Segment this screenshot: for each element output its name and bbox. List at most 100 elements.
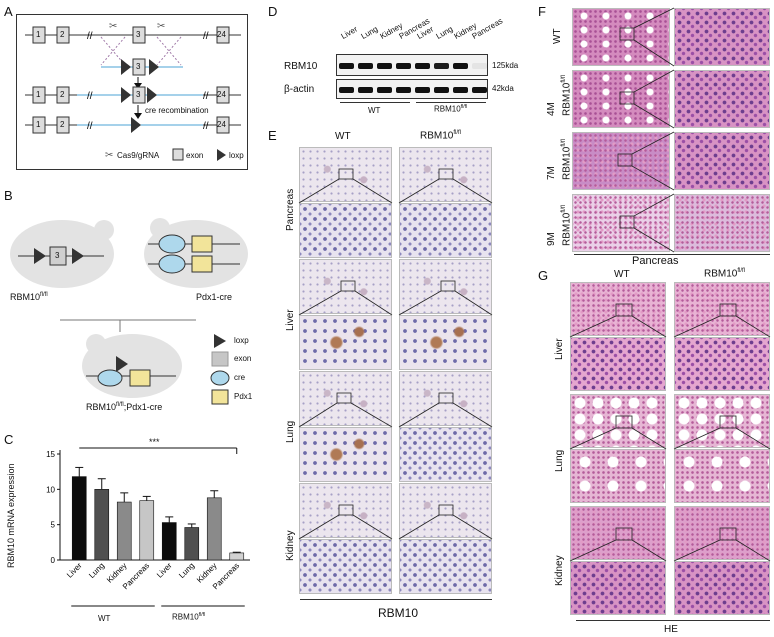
exon-label-2: 2: [60, 30, 65, 39]
f-zoom-lines: [617, 7, 675, 253]
he-liver-wt-low: [570, 282, 666, 336]
bar-1: [94, 489, 110, 561]
he-kidney-wt-high: [570, 561, 666, 615]
ihc-lung-ko-low: [399, 371, 492, 426]
x-tick-label-0: Liver: [65, 561, 84, 580]
cre-recombination-label: cre recombination: [145, 106, 209, 115]
mouse3-sup: fl/fl: [116, 402, 124, 408]
y-tick-label: 15: [46, 450, 55, 459]
mouse-rbm10-pdx1-cre: RBM10fl/fl;Pdx1-cre: [86, 402, 162, 412]
blot-band-rbm10: [336, 54, 488, 76]
he-f-wt-low: [572, 8, 670, 66]
y-tick-label: 10: [46, 485, 55, 494]
exon-label-2: 2: [60, 90, 65, 99]
ihc-liver-ko-high: [399, 315, 492, 370]
exon-label-1: 1: [36, 90, 41, 99]
blot-row-rbm10: RBM10: [284, 61, 318, 72]
mouse3-name: RBM10: [86, 402, 117, 412]
rbm10-band-4: [415, 63, 430, 69]
he-col-ko-sup: fl/fl: [737, 268, 746, 274]
ihc-kidney-ko-low: [399, 483, 492, 538]
actin-band-1: [358, 87, 373, 93]
bar-7: [229, 552, 245, 561]
svg-text://: //: [87, 31, 93, 42]
significance-marker: ***: [149, 437, 160, 447]
blot-band-actin: [336, 79, 488, 99]
rbm10-band-2: [377, 63, 392, 69]
svg-text://: //: [87, 121, 93, 132]
actin-band-7: [472, 87, 487, 93]
gene-targeting-diagram: // // ✂ ✂ // //: [16, 14, 248, 170]
ihc-col-wt: WT: [335, 131, 351, 142]
ihc-col-ko-name: RBM10: [420, 130, 454, 142]
bar-3: [139, 500, 155, 561]
legend-loxp: loxp: [229, 151, 244, 160]
breeding-diagram: 3 RBM10fl/fl Pdx1-cre RBM10fl/fl;Pdx1-cr…: [0, 196, 260, 416]
kda-label-125: 125kda: [492, 61, 519, 70]
g-zoom-lines: [569, 303, 771, 562]
bar-6: [206, 497, 222, 561]
svg-text://: //: [87, 91, 93, 102]
ihc-pancreas-wt-low: [299, 147, 392, 202]
chart-y-axis-label: RBM10 mRNA expression: [6, 463, 16, 568]
x-tick-label-5: Lung: [177, 561, 196, 580]
exon-label-24: 24: [217, 30, 226, 39]
blot-group-wt: WT: [368, 106, 381, 115]
ihc-liver-wt-high: [299, 315, 392, 370]
actin-band-4: [415, 87, 430, 93]
rbm10-band-0: [339, 63, 354, 69]
x-tick-label-1: Lung: [87, 561, 106, 580]
y-tick-label: 5: [51, 521, 56, 530]
group-line-ko: [416, 102, 486, 103]
breeding-svg: [10, 218, 248, 405]
exon-label-1: 1: [36, 120, 41, 129]
bar-2: [116, 501, 132, 561]
mouse-rbm10-flfl: RBM10fl/fl: [10, 292, 48, 302]
exon-label-2: 2: [60, 120, 65, 129]
actin-band-2: [377, 87, 392, 93]
legend-pdx1: Pdx1: [234, 392, 253, 401]
ihc-lung-wt-high: [299, 427, 392, 482]
actin-band-0: [339, 87, 354, 93]
mrna-bar-chart: 0 5 10 15 Liver Lung Kidney Pancreas Liver Lung Ki…: [0, 436, 262, 636]
group-ko-name: RBM10: [172, 612, 199, 622]
bar-0: [71, 476, 87, 561]
he-f-9m-low: [572, 194, 670, 252]
f-footer-label: Pancreas: [632, 255, 679, 267]
svg-text://: //: [203, 91, 209, 102]
blot-group-ko-sup: fl/fl: [460, 104, 468, 110]
mouse3-suffix: ;Pdx1-cre: [123, 402, 163, 412]
actin-bands: [339, 87, 487, 93]
he-liver-ko-high: [674, 337, 770, 391]
ihc-kidney-wt-high: [299, 539, 392, 594]
ihc-pancreas-wt-high: [299, 203, 392, 258]
f-footer-line: [574, 254, 770, 255]
exon-label-3: 3: [136, 62, 141, 71]
blot-group-ko-name: RBM10: [434, 104, 461, 114]
exon-label-24: 24: [217, 120, 226, 129]
blot-row-actin: β-actin: [284, 84, 315, 95]
svg-text://: //: [203, 31, 209, 42]
he-col-ko-name: RBM10: [704, 268, 738, 280]
ihc-pancreas-ko-high: [399, 203, 492, 258]
actin-band-5: [434, 87, 449, 93]
lane-label: Liver: [339, 24, 360, 41]
ihc-lung-wt-low: [299, 371, 392, 426]
rbm10-band-3: [396, 63, 411, 69]
he-f-7m-low: [572, 132, 670, 190]
x-tick-label-4: Liver: [155, 561, 174, 580]
he-pancreas-timecourse: WT 4M RBM10fl/fl 7M RBM10fl/fl 9M RBM10fl/f…: [538, 4, 774, 266]
he-col-wt: WT: [614, 269, 630, 280]
rbm10-band-5: [434, 63, 449, 69]
ihc-zoom-lines: [298, 168, 493, 540]
he-f-9m-high: [674, 194, 770, 252]
mouse-pdx1-cre: Pdx1-cre: [196, 292, 233, 302]
he-kidney-wt-low: [570, 506, 666, 560]
kda-label-42: 42kda: [492, 84, 514, 93]
bar-4: [161, 522, 177, 561]
scissors-icon: ✂: [157, 21, 165, 32]
panel-b-label: B: [4, 188, 13, 203]
actin-band-6: [453, 87, 468, 93]
he-f-7m-high: [674, 132, 770, 190]
exon-label-1: 1: [36, 30, 41, 39]
